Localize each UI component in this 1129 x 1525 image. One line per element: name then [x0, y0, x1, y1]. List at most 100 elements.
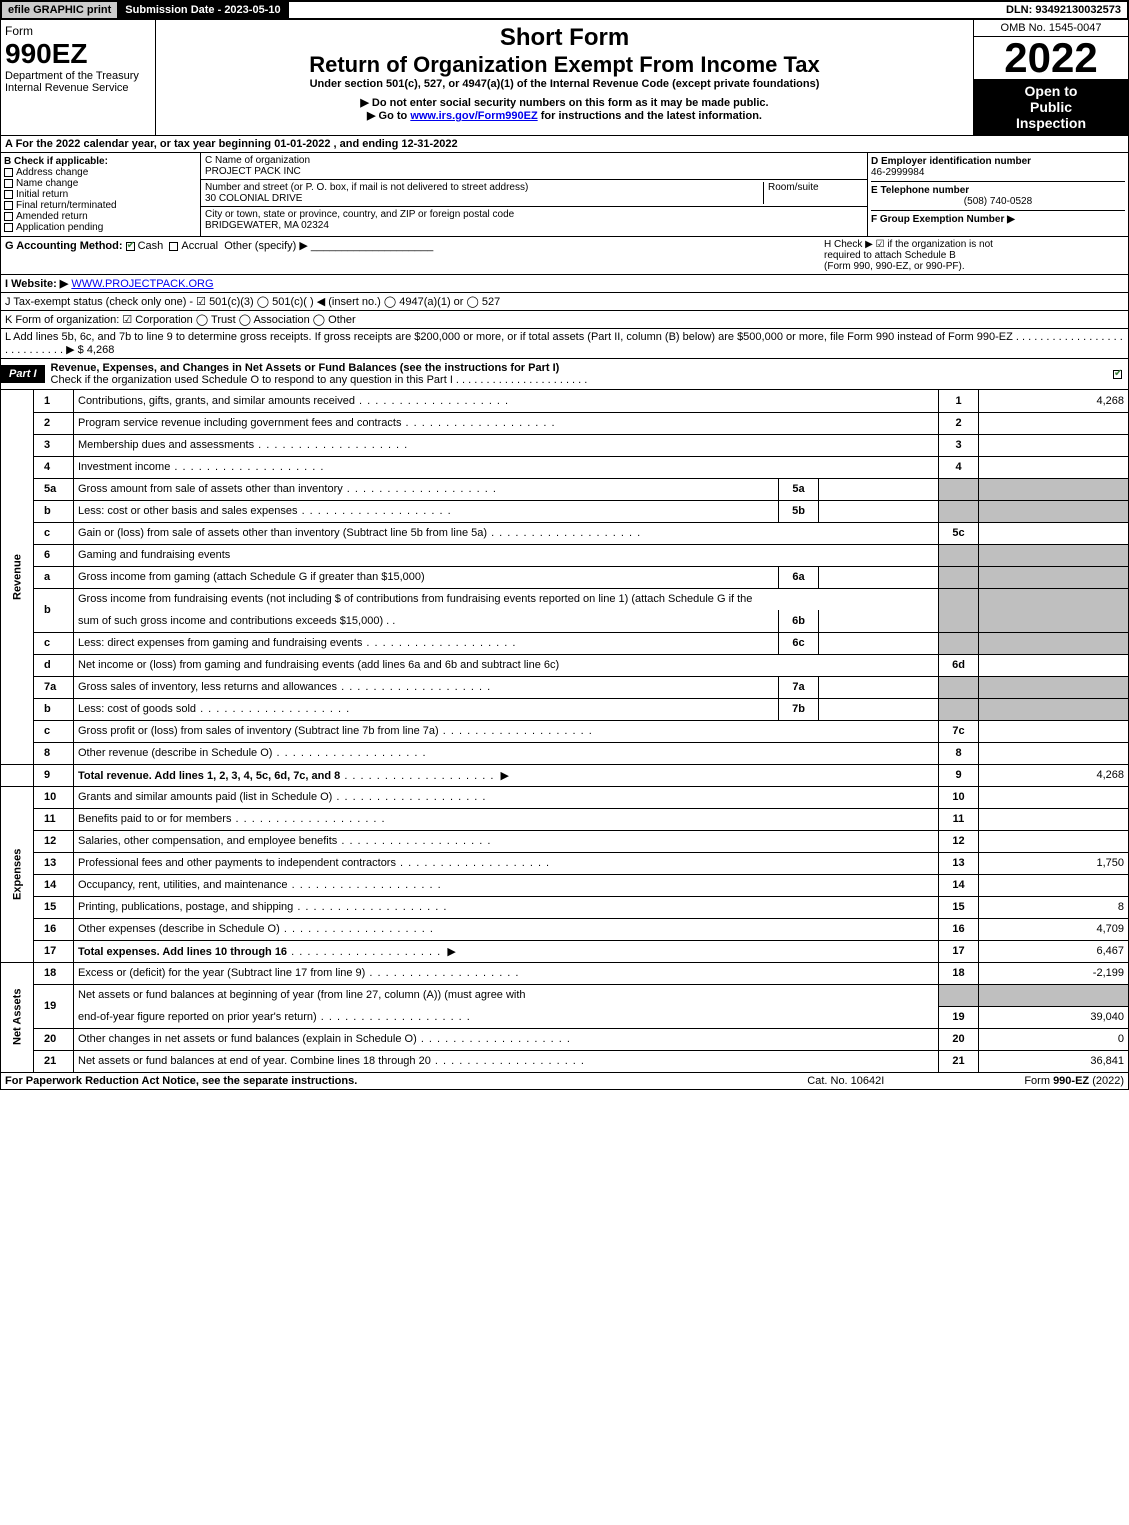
ln20-num: 20 [34, 1028, 74, 1050]
lbl-final-return: Final return/terminated [16, 200, 117, 211]
ln13-amt: 1,750 [979, 852, 1129, 874]
cb-final-return[interactable] [4, 201, 13, 210]
section-def: D Employer identification number 46-2999… [868, 153, 1128, 236]
ln5b-text: Less: cost or other basis and sales expe… [74, 500, 779, 522]
ln14-amt [979, 874, 1129, 896]
ln8-amtn: 8 [939, 742, 979, 764]
table-row: 20 Other changes in net assets or fund b… [1, 1028, 1129, 1050]
ln6c-inner: 6c [779, 632, 819, 654]
ln6-grey [939, 544, 979, 566]
irs-link[interactable]: www.irs.gov/Form990EZ [410, 110, 537, 122]
dept-treasury: Department of the Treasury [5, 70, 151, 82]
ln7b-text: Less: cost of goods sold [74, 698, 779, 720]
ln6b-greyv [979, 588, 1129, 632]
table-row: c Less: direct expenses from gaming and … [1, 632, 1129, 654]
ln18-num: 18 [34, 962, 74, 984]
tel-value: (508) 740-0528 [871, 196, 1125, 207]
ln7a-inner: 7a [779, 676, 819, 698]
ln6-text: Gaming and fundraising events [74, 544, 939, 566]
ln18-amtn: 18 [939, 962, 979, 984]
ln3-num: 3 [34, 434, 74, 456]
ln9-amtn: 9 [939, 764, 979, 786]
table-row: 11 Benefits paid to or for members 11 [1, 808, 1129, 830]
ln4-amtn: 4 [939, 456, 979, 478]
cb-application-pending[interactable] [4, 223, 13, 232]
table-row: 7a Gross sales of inventory, less return… [1, 676, 1129, 698]
inspect-1: Open to [978, 83, 1124, 99]
h-line1: H Check ▶ ☑ if the organization is not [824, 239, 1124, 250]
efile-print-button[interactable]: efile GRAPHIC print [2, 2, 119, 18]
ln6a-grey [939, 566, 979, 588]
ln6-num: 6 [34, 544, 74, 566]
cb-amended-return[interactable] [4, 212, 13, 221]
footer-left: For Paperwork Reduction Act Notice, see … [5, 1075, 357, 1087]
table-row: a Gross income from gaming (attach Sched… [1, 566, 1129, 588]
ln18-text: Excess or (deficit) for the year (Subtra… [74, 962, 939, 984]
ln15-amt: 8 [979, 896, 1129, 918]
table-row: 6 Gaming and fundraising events [1, 544, 1129, 566]
ln5c-num: c [34, 522, 74, 544]
ln16-num: 16 [34, 918, 74, 940]
part-i-title: Revenue, Expenses, and Changes in Net As… [51, 362, 560, 374]
irs-label: Internal Revenue Service [5, 82, 151, 94]
ln14-text: Occupancy, rent, utilities, and maintena… [74, 874, 939, 896]
row-k: K Form of organization: ☑ Corporation ◯ … [0, 311, 1129, 329]
room-suite-lbl: Room/suite [763, 182, 863, 204]
cb-initial-return[interactable] [4, 190, 13, 199]
cb-name-change[interactable] [4, 179, 13, 188]
ln1-amt: 4,268 [979, 390, 1129, 412]
ln1-num: 1 [34, 390, 74, 412]
table-row: Expenses 10 Grants and similar amounts p… [1, 786, 1129, 808]
cb-schedule-o[interactable] [1113, 370, 1122, 379]
ln12-num: 12 [34, 830, 74, 852]
form-label: Form [5, 24, 151, 38]
ln6b-inner: 6b [779, 610, 819, 632]
ln7b-greyv [979, 698, 1129, 720]
cb-cash[interactable] [126, 242, 135, 251]
table-row: 19 Net assets or fund balances at beginn… [1, 984, 1129, 1006]
ln2-amt [979, 412, 1129, 434]
ln7b-inner: 7b [779, 698, 819, 720]
ln5a-greyv [979, 478, 1129, 500]
ln20-text: Other changes in net assets or fund bala… [74, 1028, 939, 1050]
ln5b-grey [939, 500, 979, 522]
table-row: Revenue 1 Contributions, gifts, grants, … [1, 390, 1129, 412]
table-row: 4 Investment income 4 [1, 456, 1129, 478]
ln6d-num: d [34, 654, 74, 676]
website-link[interactable]: WWW.PROJECTPACK.ORG [71, 278, 213, 290]
form-number: 990EZ [5, 38, 151, 70]
table-row: end-of-year figure reported on prior yea… [1, 1006, 1129, 1028]
ln6-greyv [979, 544, 1129, 566]
ln8-text: Other revenue (describe in Schedule O) [74, 742, 939, 764]
ln9-amt: 4,268 [979, 764, 1129, 786]
part-i-tag: Part I [1, 365, 45, 383]
ln21-amtn: 21 [939, 1050, 979, 1072]
inspect-3: Inspection [978, 115, 1124, 131]
cb-address-change[interactable] [4, 168, 13, 177]
i-lbl: I Website: ▶ [5, 278, 68, 290]
goto-post: for instructions and the latest informat… [538, 110, 762, 122]
ln5a-inner: 5a [779, 478, 819, 500]
table-row: b Gross income from fundraising events (… [1, 588, 1129, 610]
ln5c-amt [979, 522, 1129, 544]
group-exemption-lbl: F Group Exemption Number ▶ [871, 214, 1015, 225]
ln12-amt [979, 830, 1129, 852]
table-row: d Net income or (loss) from gaming and f… [1, 654, 1129, 676]
ein-value: 46-2999984 [871, 167, 924, 178]
c-city-lbl: City or town, state or province, country… [205, 209, 514, 220]
ln15-text: Printing, publications, postage, and shi… [74, 896, 939, 918]
part-i-sub: Check if the organization used Schedule … [51, 374, 588, 386]
c-street-lbl: Number and street (or P. O. box, if mail… [205, 182, 528, 193]
ln17-amt: 6,467 [979, 940, 1129, 962]
ln19-grey [939, 984, 979, 1006]
ln8-num: 8 [34, 742, 74, 764]
ln6d-text: Net income or (loss) from gaming and fun… [74, 654, 939, 676]
part-i-header: Part I Revenue, Expenses, and Changes in… [0, 359, 1129, 390]
ln6a-inner: 6a [779, 566, 819, 588]
ln1-amtn: 1 [939, 390, 979, 412]
ln10-text: Grants and similar amounts paid (list in… [74, 786, 939, 808]
ln10-amt [979, 786, 1129, 808]
ln6c-grey [939, 632, 979, 654]
lbl-cash: Cash [138, 240, 164, 252]
cb-accrual[interactable] [169, 242, 178, 251]
